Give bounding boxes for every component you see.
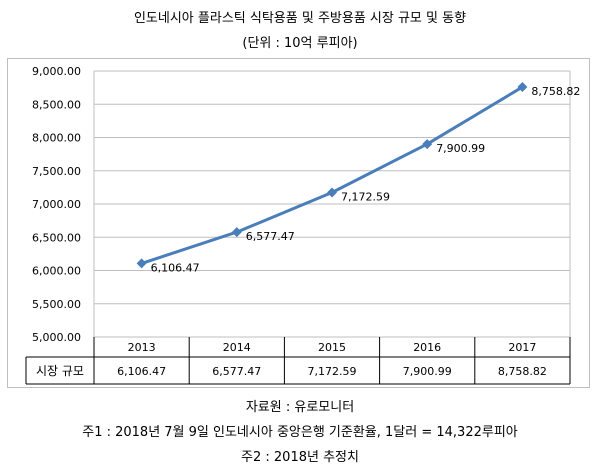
y-tick-label: 8,000.00 [32, 132, 81, 145]
data-label: 8,758.82 [531, 85, 580, 98]
x-category-label: 2016 [413, 341, 441, 354]
x-category-label: 2017 [508, 341, 536, 354]
data-point-marker [136, 258, 147, 269]
y-tick-label: 8,500.00 [32, 98, 81, 111]
exchange-rate-note: 주1 : 2018년 7월 9일 인도네시아 중앙은행 기준환율, 1달러 = … [82, 425, 518, 440]
data-label: 7,900.99 [436, 142, 485, 155]
chart-title: 인도네시아 플라스틱 식탁용품 및 주방용품 시장 규모 및 동향 [133, 11, 467, 26]
y-tick-label: 5,500.00 [32, 298, 81, 311]
y-tick-label: 9,000.00 [32, 65, 81, 78]
table-value-cell: 7,900.99 [403, 365, 452, 378]
data-point-marker [517, 82, 528, 93]
x-category-label: 2015 [318, 341, 346, 354]
y-tick-label: 6,500.00 [32, 231, 81, 244]
y-tick-label: 7,500.00 [32, 165, 81, 178]
table-value-cell: 6,577.47 [212, 365, 261, 378]
data-label: 7,172.59 [341, 191, 390, 204]
table-value-cell: 8,758.82 [498, 365, 547, 378]
data-point-marker [327, 187, 337, 198]
data-point-marker [422, 139, 433, 150]
y-tick-label: 5,000.00 [32, 331, 81, 344]
source-note: 자료원 : 유로모니터 [245, 400, 355, 415]
chart-area [7, 58, 590, 388]
table-value-cell: 7,172.59 [308, 365, 357, 378]
estimate-note: 주2 : 2018년 추정치 [241, 450, 359, 465]
x-category-label: 2013 [128, 341, 156, 354]
chart-subtitle: (단위 : 10억 루피아) [242, 36, 358, 51]
data-point-marker [231, 227, 242, 238]
table-value-cell: 6,106.47 [117, 365, 166, 378]
table-series-label: 시장 규모 [36, 364, 84, 378]
y-tick-label: 7,000.00 [32, 198, 81, 211]
x-category-label: 2014 [223, 341, 251, 354]
data-label: 6,577.47 [246, 230, 295, 243]
y-tick-label: 6,000.00 [32, 265, 81, 278]
data-label: 6,106.47 [151, 261, 200, 274]
